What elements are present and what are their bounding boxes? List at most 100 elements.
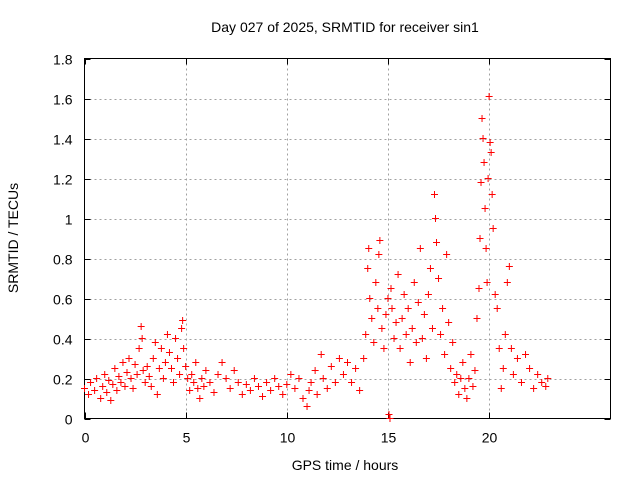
data-point bbox=[493, 305, 501, 312]
data-point bbox=[254, 383, 262, 390]
data-point bbox=[491, 291, 499, 298]
data-point bbox=[435, 275, 443, 282]
data-point bbox=[487, 149, 495, 156]
data-point bbox=[305, 387, 313, 394]
data-point bbox=[422, 355, 430, 362]
data-point bbox=[230, 367, 238, 374]
data-point bbox=[476, 235, 484, 242]
data-point bbox=[465, 375, 473, 382]
data-point bbox=[544, 375, 552, 382]
data-point bbox=[234, 379, 242, 386]
data-point bbox=[471, 367, 479, 374]
data-point bbox=[323, 385, 331, 392]
data-point bbox=[497, 385, 505, 392]
data-point bbox=[402, 331, 410, 338]
data-point bbox=[534, 371, 542, 378]
data-point bbox=[182, 363, 190, 370]
data-point bbox=[303, 403, 311, 410]
data-point bbox=[121, 383, 129, 390]
data-point bbox=[143, 363, 151, 370]
y-tick-label: 1.2 bbox=[53, 172, 73, 188]
data-point bbox=[311, 367, 319, 374]
data-point bbox=[263, 379, 271, 386]
data-point bbox=[291, 385, 299, 392]
data-point bbox=[202, 367, 210, 374]
data-point bbox=[129, 385, 137, 392]
data-point bbox=[360, 355, 368, 362]
data-point bbox=[190, 379, 198, 386]
data-point bbox=[153, 391, 161, 398]
data-point bbox=[299, 395, 307, 402]
data-point bbox=[418, 335, 426, 342]
data-point bbox=[404, 305, 412, 312]
y-tick-label: 0.8 bbox=[53, 252, 73, 268]
data-point bbox=[443, 251, 451, 258]
data-point bbox=[85, 391, 93, 398]
data-point bbox=[147, 383, 155, 390]
data-point bbox=[457, 375, 465, 382]
data-point bbox=[238, 391, 246, 398]
data-point bbox=[159, 375, 167, 382]
data-point bbox=[481, 205, 489, 212]
data-point bbox=[495, 345, 503, 352]
data-point bbox=[451, 379, 459, 386]
data-point bbox=[453, 371, 461, 378]
data-point bbox=[81, 385, 88, 392]
data-point bbox=[477, 179, 485, 186]
data-point bbox=[433, 239, 441, 246]
data-point bbox=[111, 365, 119, 372]
data-point bbox=[513, 355, 521, 362]
data-point bbox=[271, 375, 279, 382]
data-point bbox=[420, 311, 428, 318]
data-point bbox=[157, 345, 165, 352]
data-point bbox=[426, 265, 434, 272]
data-point bbox=[192, 359, 200, 366]
data-point bbox=[123, 369, 131, 376]
data-point bbox=[259, 393, 267, 400]
data-point bbox=[113, 387, 121, 394]
data-point bbox=[482, 245, 490, 252]
data-point bbox=[382, 311, 390, 318]
data-point bbox=[469, 383, 477, 390]
data-point bbox=[461, 385, 469, 392]
data-point bbox=[485, 93, 493, 100]
data-point bbox=[115, 373, 123, 380]
data-point bbox=[374, 305, 382, 312]
data-point bbox=[184, 375, 192, 382]
data-point bbox=[246, 387, 254, 394]
data-point bbox=[430, 191, 438, 198]
data-point bbox=[250, 375, 258, 382]
data-point bbox=[167, 365, 175, 372]
y-tick-label: 0.4 bbox=[53, 332, 73, 348]
x-tick-label: 0 bbox=[82, 430, 90, 446]
data-point bbox=[295, 375, 303, 382]
data-point bbox=[214, 371, 222, 378]
data-point bbox=[206, 379, 214, 386]
data-point bbox=[507, 345, 515, 352]
data-point bbox=[530, 385, 538, 392]
data-point bbox=[307, 379, 315, 386]
axis-ticks: 0 5 10 15 20 0 0.2 0.4 0.6 0.8 1 1.2 1.4 1.6 1.8 bbox=[53, 52, 611, 446]
data-point bbox=[489, 225, 497, 232]
data-point bbox=[380, 345, 388, 352]
data-point bbox=[161, 359, 169, 366]
data-point bbox=[509, 371, 517, 378]
data-point bbox=[165, 349, 173, 356]
data-point bbox=[439, 305, 447, 312]
data-point bbox=[172, 335, 180, 342]
data-point bbox=[449, 339, 457, 346]
data-point bbox=[459, 359, 467, 366]
data-point bbox=[119, 359, 127, 366]
data-point bbox=[410, 279, 418, 286]
data-point bbox=[174, 355, 182, 362]
data-point bbox=[103, 389, 111, 396]
y-tick-label: 0.6 bbox=[53, 292, 73, 308]
data-point bbox=[99, 383, 107, 390]
data-point bbox=[375, 251, 383, 258]
data-point bbox=[101, 371, 109, 378]
data-point bbox=[480, 159, 488, 166]
x-tick-label: 20 bbox=[482, 430, 498, 446]
data-point bbox=[538, 379, 546, 386]
data-point bbox=[542, 383, 550, 390]
data-point bbox=[478, 115, 486, 122]
